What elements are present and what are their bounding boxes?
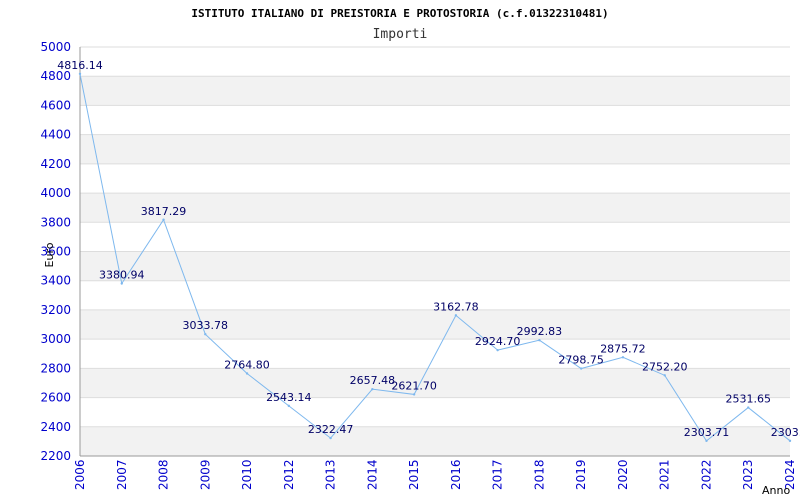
x-tick-label: 2006 [73,459,87,490]
data-label: 2875.72 [600,342,646,355]
x-tick-label: 2015 [407,459,421,490]
data-label: 2543.14 [266,391,312,404]
grid-band [80,426,790,456]
y-tick-label: 3800 [40,215,71,229]
x-tick-label: 2012 [282,459,296,490]
y-tick-label: 3000 [40,332,71,346]
y-tick-label: 3600 [40,245,71,259]
x-tick-label: 2021 [658,459,672,490]
data-label: 2621.70 [391,379,437,392]
data-point [329,436,332,440]
data-point [496,348,499,352]
y-tick-label: 4400 [40,128,71,142]
data-point [120,282,123,285]
x-tick-label: 2014 [365,459,379,490]
grid-bands [80,76,790,456]
data-point [287,404,291,408]
data-point [747,406,750,409]
y-tick-label: 2600 [40,391,71,405]
data-point [371,387,374,391]
x-tick-label: 2018 [532,459,546,490]
data-point [788,439,792,443]
grid-band [80,76,790,106]
data-label: 3380.94 [99,268,145,281]
data-point [204,333,207,336]
x-tick-label: 2007 [115,459,129,490]
y-tick-label: 4600 [40,98,71,112]
x-tick-label: 2013 [324,459,338,490]
x-tick-label: 2016 [449,459,463,490]
x-tick-label: 2010 [240,459,254,490]
grid-band [80,193,790,223]
x-tick-label: 2022 [699,459,713,490]
y-tick-label: 2200 [40,449,71,463]
y-tick-label: 4800 [40,69,71,83]
y-tick-label: 4000 [40,186,71,200]
y-tick-label: 2400 [40,420,71,434]
chart-title: ISTITUTO ITALIANO DI PREISTORIA E PROTOS… [191,7,608,20]
data-label: 3162.78 [433,300,479,313]
data-label: 2531.65 [725,393,771,406]
data-label: 2752.20 [642,360,688,373]
grid-band [80,368,790,398]
data-point [705,439,708,443]
y-tick-label: 3400 [40,274,71,288]
grid-band [80,134,790,164]
data-point [579,367,583,370]
data-label: 2798.75 [558,354,604,367]
grid-band [80,251,790,281]
data-label: 3033.78 [183,319,229,332]
series-polyline [79,73,791,442]
series-line [78,72,792,443]
data-point [245,372,249,375]
x-tick-label: 2020 [616,459,630,490]
y-tick-label: 3200 [40,303,71,317]
x-tick-label: 2009 [198,459,212,490]
y-tick-label: 2800 [40,361,71,375]
x-tick-label: 2019 [574,459,588,490]
data-labels: 4816.14 3380.94 3817.29 3033.78 2764.80 2543.… [57,59,800,439]
data-label: 2303.71 [684,426,730,439]
data-label: 2992.83 [517,325,563,338]
data-label: 4816.14 [57,59,103,72]
x-tick-label: 2024 [783,459,797,490]
data-label: 2303.9 [771,426,800,439]
data-point [162,218,165,221]
x-tick-labels: 2006 2007 2008 2009 2010 2012 2013 2014 2015 2016… [73,459,797,490]
x-tick-label: 2017 [491,459,505,490]
y-tick-labels: 2200 2400 2600 2800 3000 3200 3400 3600 3800 4000… [40,40,71,463]
y-tick-label: 4200 [40,157,71,171]
x-tick-label: 2023 [741,459,755,490]
y-axis-title: Euro [43,242,56,267]
data-point [412,393,416,396]
data-point [538,338,541,342]
data-point [621,356,625,359]
data-label: 2657.48 [350,374,396,387]
y-tick-label: 5000 [40,40,71,54]
data-point [78,72,82,76]
data-label: 2322.47 [308,423,354,436]
x-axis-title: Anno [762,484,790,497]
chart-subtitle: Importi [373,27,428,42]
x-tick-label: 2008 [157,459,171,490]
data-point [663,374,666,377]
data-label: 3817.29 [141,205,187,218]
gridlines [80,46,790,457]
data-point [454,314,458,317]
data-label: 2764.80 [224,358,270,371]
data-label: 2924.70 [475,335,521,348]
